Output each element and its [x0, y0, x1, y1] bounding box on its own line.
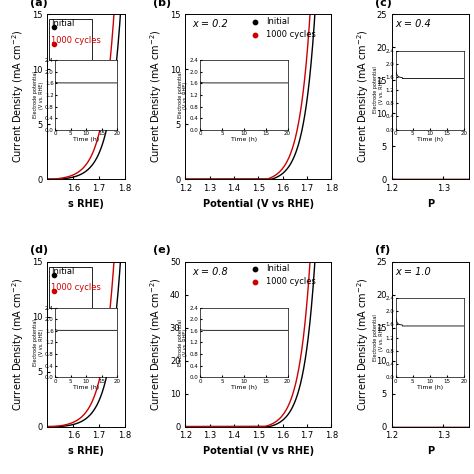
Text: 1000 cycles: 1000 cycles [51, 283, 101, 292]
Legend: Initial, 1000 cycles: Initial, 1000 cycles [245, 263, 317, 288]
Text: Initial: Initial [51, 266, 75, 275]
Y-axis label: Current Density (mA cm$^{-2}$): Current Density (mA cm$^{-2}$) [11, 277, 27, 411]
Legend: Initial, 1000 cycles: Initial, 1000 cycles [245, 15, 317, 41]
Text: (f): (f) [374, 245, 390, 255]
X-axis label: P: P [427, 199, 434, 209]
Text: (b): (b) [153, 0, 171, 8]
Y-axis label: Current Density (mA cm$^{-2}$): Current Density (mA cm$^{-2}$) [355, 277, 371, 411]
Text: Initial: Initial [51, 19, 75, 28]
X-axis label: s RHE): s RHE) [68, 199, 104, 209]
Text: x = 0.8: x = 0.8 [192, 266, 228, 277]
Y-axis label: Current Density (mA cm$^{-2}$): Current Density (mA cm$^{-2}$) [148, 30, 164, 164]
Text: 1000 cycles: 1000 cycles [51, 36, 101, 45]
X-axis label: P: P [427, 446, 434, 456]
X-axis label: Potential (V vs RHE): Potential (V vs RHE) [203, 199, 314, 209]
Text: x = 0.2: x = 0.2 [192, 19, 228, 29]
X-axis label: Potential (V vs RHE): Potential (V vs RHE) [203, 446, 314, 456]
Text: (d): (d) [30, 245, 48, 255]
Y-axis label: Current Density (mA cm$^{-2}$): Current Density (mA cm$^{-2}$) [355, 30, 371, 164]
Text: (c): (c) [374, 0, 392, 8]
Bar [49, 19, 91, 60]
Y-axis label: Current Density (mA cm$^{-2}$): Current Density (mA cm$^{-2}$) [148, 277, 164, 411]
Text: x = 1.0: x = 1.0 [395, 266, 431, 277]
X-axis label: s RHE): s RHE) [68, 446, 104, 456]
Text: x = 0.4: x = 0.4 [395, 19, 431, 29]
Bar [49, 266, 91, 308]
Y-axis label: Current Density (mA cm$^{-2}$): Current Density (mA cm$^{-2}$) [11, 30, 27, 164]
Text: (a): (a) [30, 0, 48, 8]
Text: (e): (e) [153, 245, 171, 255]
